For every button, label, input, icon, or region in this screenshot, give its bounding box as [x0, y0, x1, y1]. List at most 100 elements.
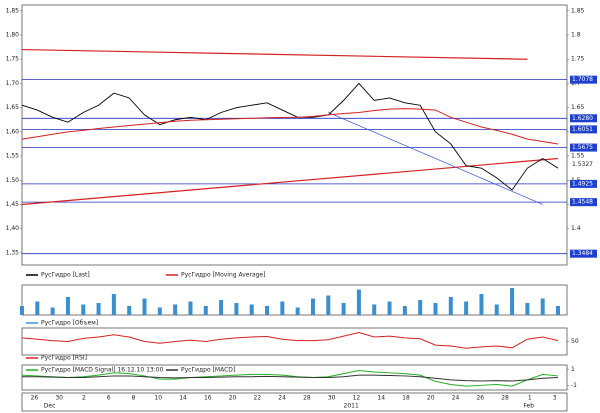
y-tick-label: 1,70	[6, 80, 20, 87]
volume-bar	[249, 304, 254, 315]
x-tick-label: 28	[501, 395, 509, 402]
level-label: 1.4925	[572, 180, 593, 187]
level-label: 1.6051	[572, 126, 593, 133]
x-tick-label: 2	[82, 395, 86, 402]
y-tick-label: 1,45	[6, 201, 20, 208]
volume-bar	[494, 304, 499, 315]
volume-bar	[326, 295, 331, 315]
trend-line	[21, 48, 528, 60]
x-tick-label: 24	[278, 395, 286, 402]
y-tick-label: 1,40	[6, 225, 20, 232]
legend-label: РусГидро [Объем]	[41, 320, 98, 327]
y-tick-label: 1,35	[6, 249, 20, 256]
y2-tick-label: 1.75	[571, 56, 585, 63]
volume-bar	[556, 306, 560, 315]
pane-frame	[21, 4, 568, 266]
volume-bar	[280, 301, 285, 315]
x-tick-label: 20	[229, 395, 237, 402]
level-label: 1.4548	[572, 199, 593, 206]
volume-bar	[265, 306, 270, 315]
series-line	[21, 331, 559, 349]
legend-label: РусГидро [MACD]	[181, 367, 235, 374]
x-tick-label: 24	[452, 395, 460, 402]
volume-bar	[341, 303, 346, 315]
level-badge	[570, 143, 597, 152]
volume-bar	[372, 304, 377, 315]
x-tick-label: 10	[154, 395, 162, 402]
x-tick-label: 26	[31, 395, 39, 402]
legend-label: РусГидро [MACD Signal] 16.12.10 13:00	[41, 367, 164, 374]
level-label: 1.6280	[572, 115, 593, 122]
volume-bar	[81, 304, 86, 315]
volume-bar	[479, 294, 484, 315]
x-tick-label: 18	[402, 395, 410, 402]
volume-bar	[433, 303, 438, 315]
y2-tick-label: 1.55	[571, 153, 585, 160]
y2-tick-label: 50	[571, 338, 579, 345]
x-tick-label: 8	[132, 395, 136, 402]
volume-bar	[356, 289, 361, 315]
level-badge	[570, 75, 597, 84]
volume-bar	[219, 300, 224, 315]
level-badge	[570, 125, 597, 134]
level-badge	[570, 114, 597, 123]
y2-tick-label: 1	[571, 366, 575, 373]
volume-bar	[310, 298, 315, 315]
y-tick-label: 1,65	[6, 104, 20, 111]
x-tick-label: 14	[179, 395, 187, 402]
x-group-label: 2011	[344, 403, 359, 410]
date-axis-frame	[21, 392, 568, 412]
volume-bar	[510, 288, 515, 315]
volume-bar	[50, 307, 55, 315]
volume-bar	[464, 301, 469, 315]
legend-label: РусГидро [Last]	[41, 272, 90, 279]
pane-frame	[21, 364, 568, 391]
volume-bar	[20, 306, 24, 315]
y2-tick-label: 1.8	[571, 32, 581, 39]
x-tick-label: 16	[204, 395, 212, 402]
volume-bar	[203, 306, 208, 315]
legend-label: РусГидро [RSI]	[41, 355, 87, 362]
volume-bar	[387, 301, 392, 315]
volume-bar	[525, 303, 530, 315]
x-tick-label: 30	[55, 395, 63, 402]
volume-bar	[127, 306, 132, 315]
series-line	[21, 82, 559, 191]
series-line	[22, 374, 559, 382]
level-badge	[570, 179, 597, 188]
volume-bar	[418, 300, 423, 315]
x-tick-label: 3	[553, 395, 557, 402]
x-tick-label: 22	[254, 395, 262, 402]
volume-bar	[173, 304, 178, 315]
y-tick-label: 1,75	[6, 56, 20, 63]
level-badge	[570, 198, 597, 207]
y2-tick-label: 1.65	[571, 104, 585, 111]
y-tick-label: 1,55	[6, 153, 20, 160]
pane-frame	[21, 284, 568, 316]
volume-bar	[142, 298, 147, 315]
trend-line	[328, 112, 543, 205]
level-label: 1.7078	[572, 76, 593, 83]
series-line	[21, 369, 559, 387]
y2-tick-label: -1	[571, 382, 577, 389]
x-tick-label: 26	[476, 395, 484, 402]
volume-bar	[295, 307, 300, 315]
y-tick-label: 1,50	[6, 177, 20, 184]
volume-bar	[96, 303, 101, 315]
series-line	[21, 108, 559, 145]
legend-label: РусГидро [Moving Average]	[181, 272, 265, 279]
y2-tick-label: 1.85	[571, 7, 585, 14]
x-tick-label: 6	[107, 395, 111, 402]
y2-tick-label: 1.4	[571, 225, 581, 232]
y-tick-label: 1,60	[6, 128, 20, 135]
volume-bar	[65, 297, 70, 315]
y-tick-label: 1,85	[6, 7, 20, 14]
volume-bar	[402, 306, 407, 315]
x-tick-label: 1	[528, 395, 532, 402]
volume-bar	[111, 294, 116, 315]
volume-bar	[188, 301, 193, 315]
level-label: 1.5675	[572, 144, 593, 151]
x-group-label: Feb	[523, 403, 534, 410]
